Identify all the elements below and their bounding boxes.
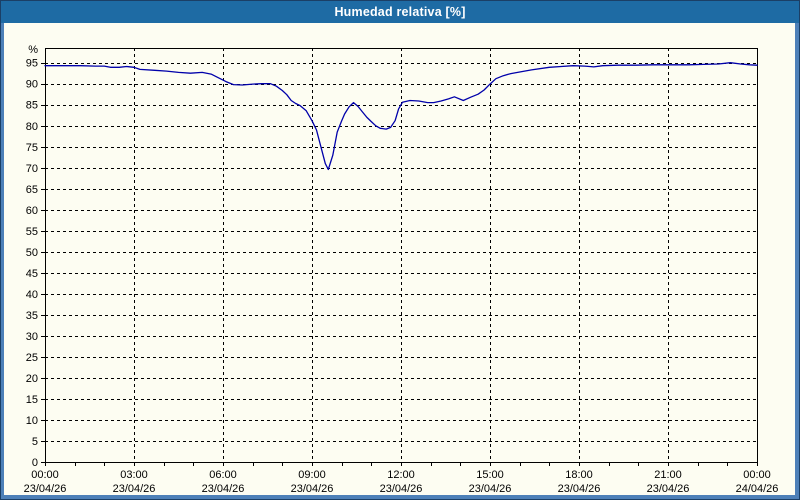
y-tick-label: 55	[26, 226, 38, 238]
x-tick-date-label: 23/04/26	[291, 483, 334, 495]
x-tick-date-label: 23/04/26	[380, 483, 423, 495]
x-tick-date-label: 23/04/26	[113, 483, 156, 495]
y-tick-label: 50	[26, 247, 38, 259]
x-tick-time-label: 00:00	[743, 469, 771, 481]
y-tick-label: 45	[26, 268, 38, 280]
x-tick-date-label: 23/04/26	[647, 483, 690, 495]
x-tick-time-label: 06:00	[209, 469, 237, 481]
y-tick-label: 40	[26, 289, 38, 301]
y-tick-label: 5	[32, 436, 38, 448]
window-title: Humedad relativa [%]	[334, 5, 466, 19]
x-tick-time-label: 18:00	[565, 469, 593, 481]
y-tick-label: 0	[32, 457, 38, 469]
x-tick-time-label: 03:00	[120, 469, 148, 481]
x-tick-date-label: 23/04/26	[469, 483, 512, 495]
x-tick-date-label: 23/04/26	[202, 483, 245, 495]
y-tick-label: 60	[26, 205, 38, 217]
y-tick-label: 70	[26, 163, 38, 175]
window-titlebar: Humedad relativa [%]	[1, 1, 799, 23]
y-tick-label: 85	[26, 100, 38, 112]
y-tick-label: 15	[26, 394, 38, 406]
x-tick-time-label: 15:00	[476, 469, 504, 481]
chart-area	[4, 23, 795, 495]
x-tick-date-label: 23/04/26	[24, 483, 67, 495]
y-axis-unit-label: %	[28, 44, 38, 56]
y-tick-label: 65	[26, 184, 38, 196]
y-tick-label: 90	[26, 79, 38, 91]
y-tick-label: 80	[26, 121, 38, 133]
x-tick-time-label: 00:00	[31, 469, 59, 481]
y-tick-label: 35	[26, 310, 38, 322]
x-tick-time-label: 12:00	[387, 469, 415, 481]
y-tick-label: 75	[26, 142, 38, 154]
y-tick-label: 20	[26, 373, 38, 385]
x-tick-time-label: 09:00	[298, 469, 326, 481]
y-tick-label: 95	[26, 58, 38, 70]
humidity-line	[44, 62, 758, 171]
x-tick-time-label: 21:00	[654, 469, 682, 481]
y-tick-label: 10	[26, 415, 38, 427]
x-tick-date-label: 24/04/26	[736, 483, 779, 495]
x-tick-date-label: 23/04/26	[558, 483, 601, 495]
y-tick-label: 25	[26, 352, 38, 364]
y-tick-label: 30	[26, 331, 38, 343]
